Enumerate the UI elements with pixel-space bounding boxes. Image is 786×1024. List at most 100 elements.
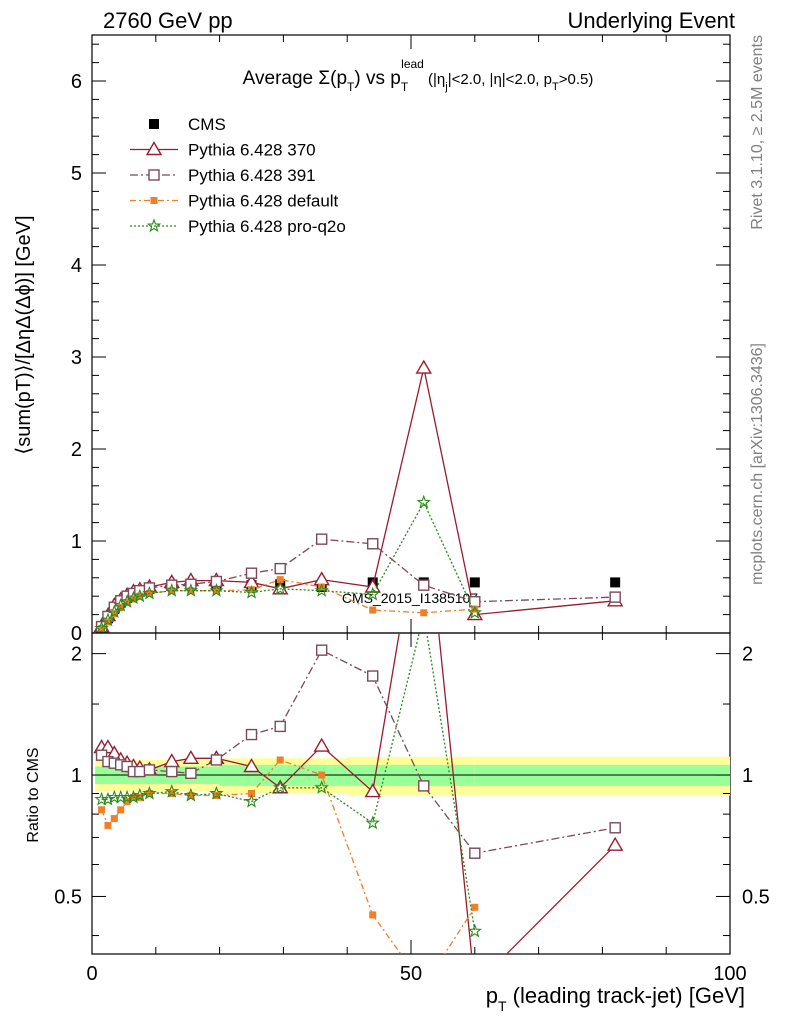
- series-line: [101, 538, 616, 627]
- ratio-data-point: [182, 749, 200, 765]
- ratio-data-point: [248, 790, 255, 797]
- data-point: [245, 567, 258, 579]
- y-axis-label-main: ⟨sum(pT)⟩/[ΔηΔ(Δϕ)] [GeV]: [13, 215, 35, 454]
- data-point: [609, 591, 621, 603]
- data-point: [364, 578, 381, 593]
- legend-label: Pythia 6.428 default: [188, 192, 339, 211]
- ratio-data-point: [244, 793, 259, 808]
- ratio-data-point: [134, 765, 146, 778]
- data-point: [132, 588, 148, 603]
- ratio-data-point: [367, 670, 379, 682]
- ratio-data-point: [110, 815, 118, 823]
- ratio-data-point: [276, 756, 284, 764]
- watermark: CMS_2015_I1385107: [342, 590, 478, 606]
- data-point: [610, 577, 621, 588]
- ratio-data-point: [123, 797, 131, 805]
- series-pythia-6-428-391: [95, 533, 621, 633]
- data-point: [183, 583, 199, 597]
- data-point: [418, 579, 430, 591]
- ratio-series-pythia-6-428-391: [95, 644, 621, 859]
- ratio-plot-panel: 0.5 0.51 12 20 50 100: [54, 479, 770, 985]
- x-tick-label: 100: [713, 963, 746, 985]
- ratio-data-point: [245, 728, 258, 741]
- y-tick-label-ratio-right: 1: [742, 765, 753, 787]
- legend-marker: [149, 119, 159, 129]
- data-point: [164, 583, 179, 597]
- legend-marker: [150, 197, 158, 204]
- ratio-data-point: [364, 783, 381, 798]
- main-plot-panel: 0 1 2 3 4 5 6 CMS_2015_I1385107 Average Σ(pT) …: [71, 34, 731, 645]
- data-point: [248, 586, 255, 594]
- data-point: [110, 610, 118, 618]
- y-tick-label-main: 1: [71, 531, 82, 553]
- ratio-data-point: [369, 911, 377, 919]
- data-point: [318, 583, 326, 591]
- ratio-data-point: [243, 758, 260, 773]
- data-point: [129, 595, 137, 603]
- ratio-data-point: [314, 780, 329, 794]
- series-pythia-6-428-pro-q2o: [94, 494, 483, 633]
- data-point: [415, 359, 432, 374]
- data-point: [210, 575, 223, 588]
- y-tick-label-ratio-right: 2: [742, 644, 753, 666]
- y-tick-label-main: 0: [71, 623, 82, 645]
- ratio-data-point: [185, 767, 197, 780]
- legend-label: Pythia 6.428 391: [188, 166, 316, 185]
- ratio-data-point: [315, 644, 328, 656]
- legend-marker: [146, 218, 162, 233]
- ratio-data-point: [471, 903, 479, 911]
- ratio-data-point: [142, 785, 157, 800]
- ratio-data-point: [143, 764, 156, 776]
- legend-label: Pythia 6.428 pro-q2o: [188, 217, 346, 236]
- ratio-data-point: [313, 737, 330, 752]
- x-tick-label: 0: [86, 963, 97, 985]
- rivet-version-label: Rivet 3.1.10, ≥ 2.5M events: [749, 35, 766, 230]
- ratio-data-point: [166, 765, 178, 778]
- y-tick-label-main: 3: [71, 347, 82, 369]
- ratio-data-point: [606, 836, 624, 851]
- data-point: [244, 584, 259, 599]
- data-point: [142, 585, 157, 600]
- legend: CMS Pythia 6.428 370 Pythia 6.428 391 Pythi…: [130, 115, 346, 236]
- ratio-data-point: [132, 787, 148, 802]
- data-point: [416, 494, 431, 509]
- x-axis-label: pT (leading track-jet) [GeV]: [486, 983, 745, 1014]
- series-line: [101, 578, 475, 629]
- legend-label: CMS: [188, 115, 226, 134]
- plot-title: Average Σ(pT) vs pTlead (|ηj|<2.0, |η|<2…: [243, 57, 594, 94]
- data-point: [369, 606, 377, 614]
- ratio-data-point: [117, 806, 125, 814]
- ratio-data-point: [187, 791, 195, 799]
- data-point: [276, 576, 284, 584]
- data-point: [313, 571, 330, 586]
- series-line: [101, 500, 476, 629]
- ratio-data-point: [104, 821, 112, 829]
- ratio-data-point: [100, 791, 116, 806]
- data-point: [365, 586, 380, 601]
- x-tick-label: 50: [400, 963, 422, 985]
- legend-label: Pythia 6.428 370: [188, 141, 316, 160]
- y-tick-label-ratio: 1: [71, 765, 82, 787]
- data-point: [367, 538, 379, 550]
- ratio-data-point: [417, 479, 431, 491]
- ratio-data-point: [609, 822, 621, 834]
- y-tick-label-ratio: 0.5: [54, 886, 82, 908]
- header-left: 2760 GeV pp: [103, 8, 233, 33]
- data-point: [98, 624, 106, 632]
- data-point: [274, 562, 286, 575]
- y-tick-label-ratio-right: 0.5: [742, 886, 770, 908]
- data-point: [314, 583, 329, 597]
- ratio-series-line: [101, 633, 616, 954]
- data-point: [113, 597, 128, 612]
- legend-marker: [148, 169, 160, 181]
- data-point: [126, 590, 141, 605]
- header-right: Underlying Event: [567, 8, 735, 33]
- data-point: [123, 599, 131, 607]
- data-point: [168, 587, 176, 595]
- data-point: [469, 577, 480, 588]
- y-tick-label-main: 2: [71, 439, 82, 461]
- ratio-data-point: [183, 787, 199, 802]
- ratio-data-point: [164, 783, 179, 798]
- ratio-data-point: [365, 815, 380, 830]
- legend-marker: [145, 141, 163, 156]
